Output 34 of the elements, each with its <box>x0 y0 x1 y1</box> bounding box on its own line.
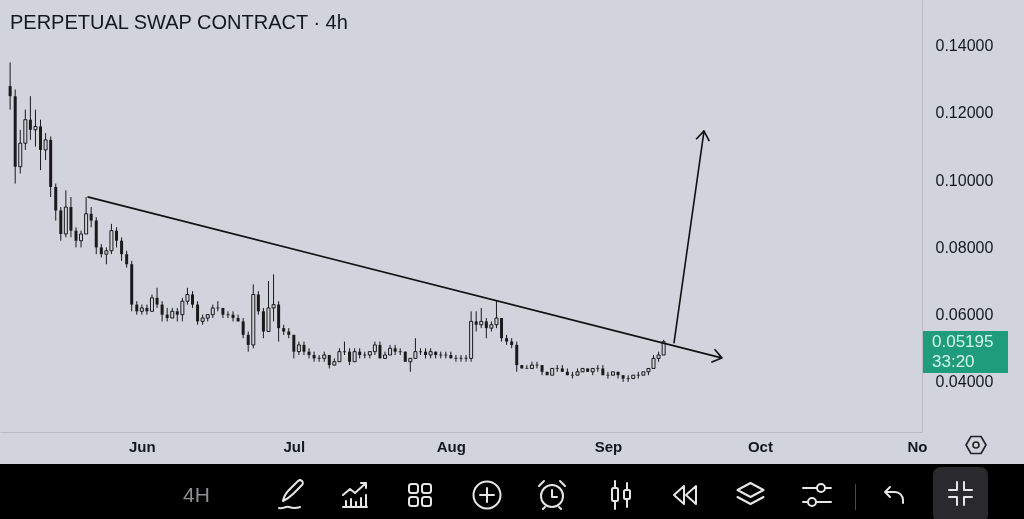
x-tick-label: Aug <box>436 437 466 455</box>
candlestick <box>231 310 235 322</box>
y-tick-label: 0.10000 <box>935 171 994 189</box>
candlestick <box>54 183 58 222</box>
candlestick <box>479 307 484 329</box>
candlestick <box>515 341 519 373</box>
x-tick-label: No <box>907 437 928 455</box>
candlestick <box>8 62 12 111</box>
y-tick-label: 0.06000 <box>935 306 994 324</box>
y-tick-label: 0.14000 <box>935 37 994 55</box>
y-tick-label: 0.12000 <box>935 104 994 122</box>
x-tick-label: Sep <box>594 437 623 455</box>
candlestick <box>59 206 63 242</box>
text: 0.05195 <box>932 331 995 352</box>
y-tick-label: 0.08000 <box>935 238 994 256</box>
text: 4H <box>183 483 210 506</box>
candlestick <box>120 236 124 262</box>
candlestick <box>74 226 78 248</box>
candlestick <box>312 351 316 363</box>
text: 33:20 <box>932 351 976 372</box>
x-tick-label: Jun <box>129 437 156 455</box>
x-tick-label: Jul <box>283 437 306 455</box>
candlestick <box>155 287 159 309</box>
candlestick <box>307 347 311 359</box>
candlestick <box>89 206 93 228</box>
candlestick <box>616 371 620 380</box>
candlestick <box>256 290 260 316</box>
x-tick-label: Oct <box>747 437 773 455</box>
candlestick <box>393 344 397 356</box>
y-tick-label: 0.04000 <box>935 373 994 391</box>
text: PERPETUAL SWAP CONTRACT · 4h <box>10 10 348 34</box>
candlestick <box>33 109 38 148</box>
candlestick <box>160 300 164 322</box>
candlestick <box>241 317 245 339</box>
